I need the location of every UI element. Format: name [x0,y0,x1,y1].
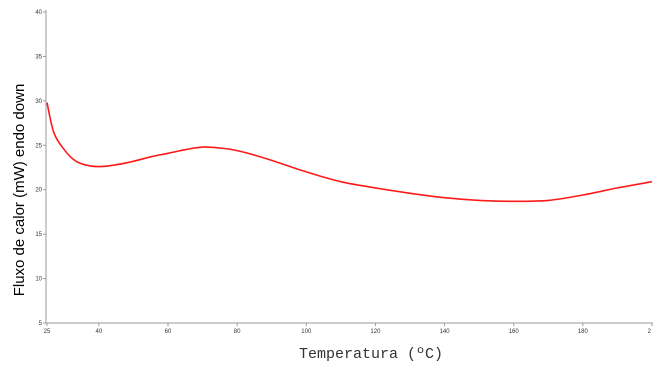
x-tick-label: 120 [370,329,381,335]
x-tick-label: 100 [301,329,312,335]
y-tick-label: 40 [35,10,42,16]
y-tick-label: 15 [35,232,42,238]
y-tick-label: 30 [35,99,42,105]
x-tick-label: 80 [234,329,241,335]
x-tick-label: 40 [96,329,103,335]
y-axis-label: Fluxo de calor (mW) endo down [11,84,28,297]
y-tick-label: 10 [35,277,42,283]
x-tick-label: 160 [509,329,520,335]
x-tick-label: 60 [165,329,172,335]
y-tick-label: 20 [35,188,42,194]
y-tick-label: 25 [35,143,42,149]
x-tick-label: 2 [648,329,652,335]
x-axis-label: Temperatura (ºC) [299,346,443,363]
series-line [46,102,653,203]
x-tick-label: 25 [44,329,51,335]
x-axis-ticks: 25 40 60 80 100 120 140 160 180 2 [44,323,653,335]
y-tick-label: 5 [39,321,43,327]
x-tick-label: 180 [578,329,589,335]
y-axis-ticks: 5 10 15 20 25 30 35 40 [35,10,46,327]
x-tick-label: 140 [440,329,451,335]
y-tick-label: 35 [35,54,42,60]
